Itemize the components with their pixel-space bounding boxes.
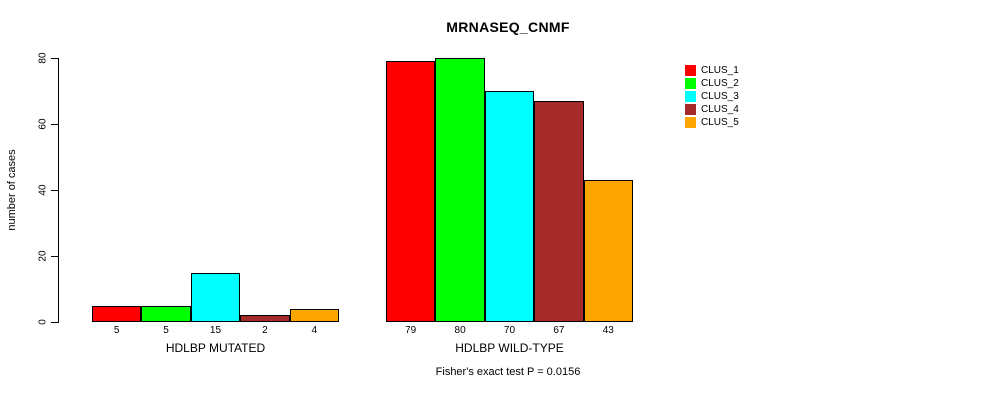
legend-label: CLUS_2 — [701, 78, 739, 89]
y-tick-mark — [51, 124, 59, 125]
legend-item: CLUS_4 — [685, 103, 739, 116]
bar-hdlbp-mutated-clus_2 — [141, 305, 191, 322]
y-tick-label: 60 — [37, 118, 49, 130]
bar-value-label: 80 — [454, 325, 466, 336]
bar-value-label: 70 — [503, 325, 516, 336]
bar-value-label: 15 — [209, 325, 222, 336]
bar-value-label: 43 — [602, 325, 614, 336]
bar-hdlbp-wild-type-clus_2 — [435, 58, 485, 322]
legend-swatch-clus_4 — [685, 104, 696, 115]
y-tick-mark — [51, 58, 59, 59]
bar-value-label: 5 — [163, 325, 169, 336]
y-tick-mark — [51, 256, 59, 257]
legend-label: CLUS_1 — [701, 65, 739, 76]
chart-title: MRNASEQ_CNMF — [446, 19, 570, 35]
bar-hdlbp-wild-type-clus_5 — [583, 180, 633, 322]
x-axis-group-label: HDLBP MUTATED — [165, 341, 266, 355]
fisher-test-annotation: Fisher's exact test P = 0.0156 — [435, 366, 581, 378]
legend-label: CLUS_4 — [701, 104, 739, 115]
y-tick-mark — [51, 322, 59, 323]
bar-hdlbp-mutated-clus_5 — [289, 308, 339, 322]
y-tick-label: 40 — [37, 184, 49, 196]
legend-swatch-clus_3 — [685, 91, 696, 102]
bar-hdlbp-wild-type-clus_3 — [484, 91, 535, 322]
legend-item: CLUS_3 — [685, 90, 739, 103]
y-axis-label: number of cases — [6, 149, 18, 231]
bar-value-label: 5 — [113, 325, 120, 336]
y-tick-mark — [51, 190, 59, 191]
legend-item: CLUS_2 — [685, 77, 739, 90]
legend-swatch-clus_1 — [685, 65, 696, 76]
bar-value-label: 67 — [553, 325, 565, 336]
legend-swatch-clus_2 — [685, 78, 696, 89]
bar-value-label: 4 — [311, 325, 318, 336]
legend-label: CLUS_3 — [701, 91, 739, 102]
y-tick-label: 0 — [37, 319, 49, 325]
bar-hdlbp-wild-type-clus_1 — [386, 61, 436, 322]
bar-hdlbp-mutated-clus_1 — [92, 305, 142, 322]
bar-hdlbp-wild-type-clus_4 — [534, 100, 584, 322]
bar-hdlbp-mutated-clus_3 — [190, 272, 241, 322]
legend-swatch-clus_5 — [685, 117, 696, 128]
bar-hdlbp-mutated-clus_4 — [240, 315, 290, 322]
legend-label: CLUS_5 — [701, 117, 739, 128]
y-tick-label: 20 — [37, 250, 49, 262]
bar-value-label: 2 — [262, 325, 268, 336]
legend-item: CLUS_5 — [685, 116, 739, 129]
y-tick-label: 80 — [37, 52, 49, 64]
x-axis-group-label: HDLBP WILD-TYPE — [455, 341, 564, 355]
legend-item: CLUS_1 — [685, 64, 739, 77]
bar-value-label: 79 — [405, 325, 417, 336]
